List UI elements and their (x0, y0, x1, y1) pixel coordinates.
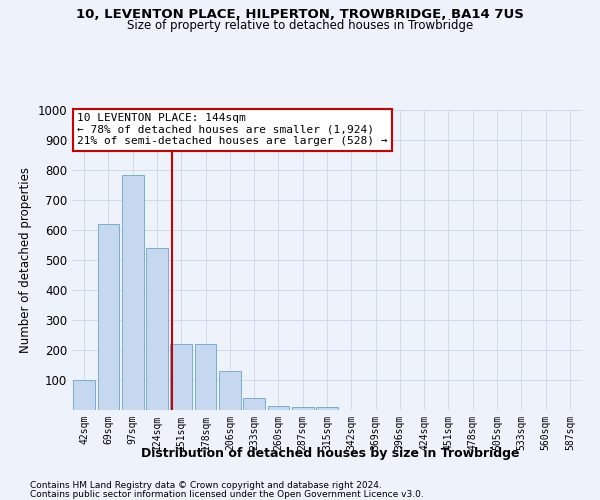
Text: 10 LEVENTON PLACE: 144sqm
← 78% of detached houses are smaller (1,924)
21% of se: 10 LEVENTON PLACE: 144sqm ← 78% of detac… (77, 113, 388, 146)
Text: Distribution of detached houses by size in Trowbridge: Distribution of detached houses by size … (141, 448, 519, 460)
Bar (122, 174, 143, 410)
Y-axis label: Number of detached properties: Number of detached properties (19, 167, 32, 353)
Bar (73, 380, 95, 410)
Bar (146, 248, 168, 410)
Text: 10, LEVENTON PLACE, HILPERTON, TROWBRIDGE, BA14 7US: 10, LEVENTON PLACE, HILPERTON, TROWBRIDG… (76, 8, 524, 20)
Bar (316, 407, 338, 410)
Bar (243, 398, 265, 410)
Bar (268, 406, 289, 410)
Text: Size of property relative to detached houses in Trowbridge: Size of property relative to detached ho… (127, 18, 473, 32)
Text: Contains public sector information licensed under the Open Government Licence v3: Contains public sector information licen… (30, 490, 424, 499)
Text: Contains HM Land Registry data © Crown copyright and database right 2024.: Contains HM Land Registry data © Crown c… (30, 481, 382, 490)
Bar (194, 344, 217, 410)
Bar (97, 224, 119, 410)
Bar (219, 371, 241, 410)
Bar (170, 344, 192, 410)
Bar (292, 407, 314, 410)
